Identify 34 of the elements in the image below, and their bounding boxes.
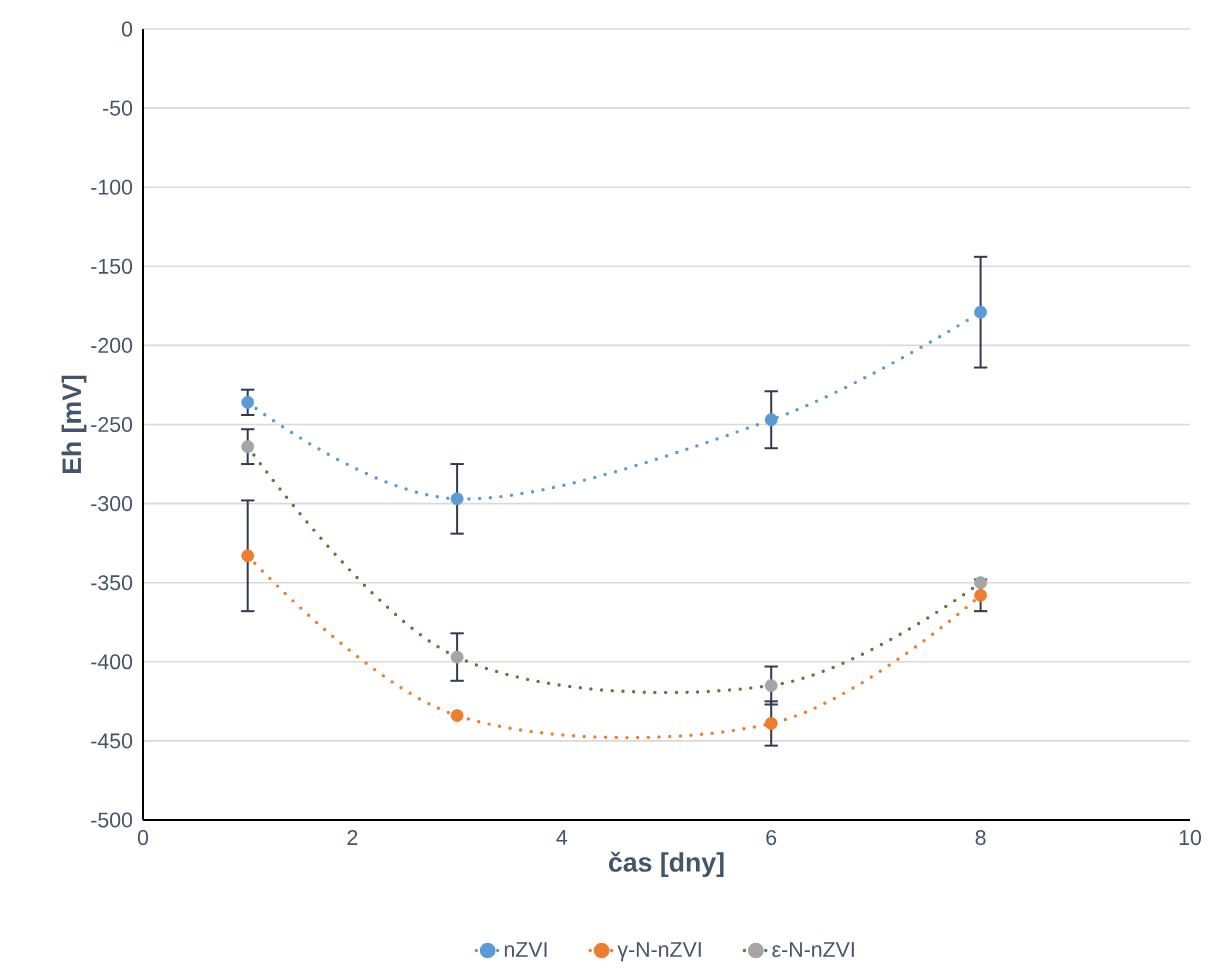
legend-label: nZVI [504,942,547,957]
x-tick-label: 0 [137,830,149,846]
legend-label: γ-N-nZVI [617,942,701,962]
point [450,492,464,506]
point [241,440,255,454]
y-axis-title: Eh [mV] [61,375,87,474]
y-tick-label: -450 [91,733,133,749]
y-tick-label: -150 [91,258,133,274]
y-tick-label: -250 [91,416,133,433]
x-tick-label: 6 [766,830,777,846]
point [764,679,778,692]
y-tick-label: -50 [103,100,133,116]
point [974,305,988,319]
y-tick-label: 0 [121,21,133,37]
point [450,650,464,664]
y-tick-label: -200 [91,337,133,353]
x-axis-title: čas [dny] [609,851,724,878]
x-tick-label: 10 [1179,830,1202,846]
point [764,413,778,427]
point [974,588,988,602]
y-tick-label: -300 [91,496,133,512]
y-tick-label: -500 [91,812,133,828]
point [764,717,778,730]
point [241,395,255,409]
y-tick-label: -100 [91,179,133,195]
x-tick-label: 4 [556,830,568,845]
y-tick-label: -400 [91,654,133,670]
x-tick-label: 8 [975,830,986,846]
x-tick-label: 2 [347,830,358,845]
point [974,576,988,590]
point [450,709,464,722]
y-tick-label: -350 [91,575,133,591]
point [241,549,255,563]
legend-label: ε-N-nZVI [772,942,854,958]
